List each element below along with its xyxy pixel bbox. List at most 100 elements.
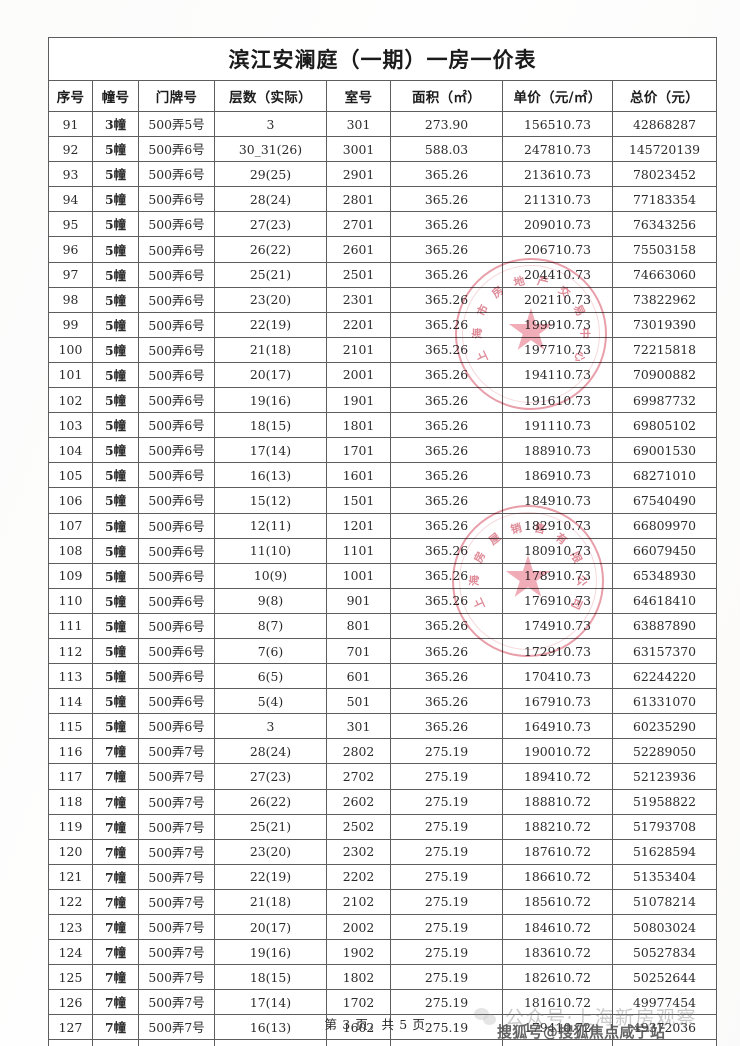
cell-area: 365.26: [390, 537, 503, 564]
cell-door-number: 500弄5号: [138, 110, 215, 138]
cell-door-number: 500弄7号: [138, 1039, 215, 1046]
cell-building: 3幢: [92, 110, 139, 138]
cell-index: 106: [48, 487, 93, 514]
cell-floor: 5(4): [214, 688, 327, 715]
cell-building: 5幢: [92, 311, 139, 338]
cell-index: 119: [48, 813, 93, 840]
cell-building: 5幢: [92, 412, 139, 439]
table-row: 101 5幢 500弄6号 20(17) 2001 365.26 194110.73 7090…: [48, 361, 717, 389]
table-row: 100 5幢 500弄6号 21(18) 2101 365.26 197710.73 7221…: [48, 336, 717, 363]
table-row: 117 7幢 500弄7号 27(23) 2702 275.19 189410.72 5212…: [48, 763, 717, 790]
cell-index: 91: [48, 110, 93, 138]
cell-index: 109: [48, 562, 93, 589]
cell-total-price: 48766618: [612, 1039, 717, 1046]
cell-door-number: 500弄6号: [138, 462, 215, 489]
cell-unit-price: 188810.72: [502, 788, 613, 815]
cell-unit-price: 184910.73: [502, 487, 613, 514]
cell-room-number: 901: [326, 587, 391, 614]
cell-area: 365.26: [390, 236, 503, 263]
cell-room-number: 2101: [326, 336, 391, 363]
cell-area: 365.26: [390, 612, 503, 639]
cell-area: 365.26: [390, 186, 503, 213]
cell-unit-price: 194110.73: [502, 361, 613, 389]
cell-total-price: 69805102: [612, 412, 717, 439]
cell-index: 125: [48, 964, 93, 991]
cell-room-number: 301: [326, 110, 391, 138]
cell-index: 112: [48, 637, 93, 665]
cell-index: 116: [48, 738, 93, 765]
cell-floor: 3: [214, 110, 327, 138]
cell-door-number: 500弄6号: [138, 537, 215, 564]
cell-total-price: 62244220: [612, 663, 717, 690]
table-row: 103 5幢 500弄6号 18(15) 1801 365.26 191110.73 6980…: [48, 412, 717, 439]
cell-unit-price: 211310.73: [502, 186, 613, 213]
cell-unit-price: 186610.72: [502, 863, 613, 890]
cell-door-number: 500弄6号: [138, 387, 215, 414]
cell-building: 7幢: [92, 863, 139, 890]
cell-area: 365.26: [390, 286, 503, 313]
cell-total-price: 68271010: [612, 462, 717, 489]
cell-area: 365.26: [390, 713, 503, 740]
cell-index: 98: [48, 286, 93, 313]
column-header: 单价（元/㎡）: [502, 80, 613, 112]
cell-index: 122: [48, 888, 93, 916]
cell-building: 5幢: [92, 161, 139, 188]
cell-index: 96: [48, 236, 93, 263]
price-table-body: 滨江安澜庭（一期）一房一价表 序号 幢号 门牌号 层数（实际） 室号 面积（㎡） 单价（元/…: [48, 37, 717, 1046]
cell-index: 93: [48, 161, 93, 188]
price-table: 滨江安澜庭（一期）一房一价表 序号 幢号 门牌号 层数（实际） 室号 面积（㎡） 单价（元/…: [48, 37, 717, 1046]
cell-unit-price: 190010.72: [502, 738, 613, 765]
table-row: 124 7幢 500弄7号 19(16) 1902 275.19 183610.72 5052…: [48, 939, 717, 966]
cell-floor: 27(23): [214, 211, 327, 238]
cell-area: 275.19: [390, 863, 503, 890]
cell-floor: 15(12): [214, 487, 327, 514]
cell-room-number: 2601: [326, 236, 391, 263]
cell-floor: 23(20): [214, 286, 327, 313]
cell-building: 7幢: [92, 788, 139, 815]
cell-door-number: 500弄6号: [138, 211, 215, 238]
cell-door-number: 500弄7号: [138, 913, 215, 941]
cell-unit-price: 184610.72: [502, 913, 613, 941]
cell-building: 7幢: [92, 989, 139, 1016]
cell-area: 275.19: [390, 1039, 503, 1046]
cell-room-number: 1701: [326, 437, 391, 464]
table-header-row: 序号 幢号 门牌号 层数（实际） 室号 面积（㎡） 单价（元/㎡） 总价（元）: [48, 80, 717, 112]
cell-floor: 22(19): [214, 863, 327, 890]
cell-door-number: 500弄6号: [138, 688, 215, 715]
cell-room-number: 2002: [326, 913, 391, 941]
cell-floor: 21(18): [214, 888, 327, 916]
cell-door-number: 500弄6号: [138, 437, 215, 464]
cell-area: 273.90: [390, 110, 503, 138]
cell-room-number: 2201: [326, 311, 391, 338]
table-row: 120 7幢 500弄7号 23(20) 2302 275.19 187610.72 5162…: [48, 838, 717, 865]
cell-area: 275.19: [390, 813, 503, 840]
cell-room-number: 2701: [326, 211, 391, 238]
cell-building: 7幢: [92, 1039, 139, 1046]
cell-total-price: 63157370: [612, 637, 717, 665]
cell-total-price: 52289050: [612, 738, 717, 765]
cell-building: 5幢: [92, 637, 139, 665]
cell-index: 105: [48, 462, 93, 489]
cell-index: 103: [48, 412, 93, 439]
cell-index: 102: [48, 387, 93, 414]
cell-building: 5幢: [92, 713, 139, 740]
cell-room-number: 2202: [326, 863, 391, 890]
cell-floor: 19(16): [214, 939, 327, 966]
cell-door-number: 500弄7号: [138, 863, 215, 890]
cell-area: 588.03: [390, 136, 503, 163]
cell-room-number: 2102: [326, 888, 391, 916]
cell-index: 92: [48, 136, 93, 163]
cell-room-number: 801: [326, 612, 391, 639]
cell-total-price: 51958822: [612, 788, 717, 815]
cell-area: 365.26: [390, 311, 503, 338]
cell-area: 365.26: [390, 663, 503, 690]
cell-total-price: 78023452: [612, 161, 717, 188]
cell-index: 99: [48, 311, 93, 338]
cell-unit-price: 188210.72: [502, 813, 613, 840]
cell-floor: 26(22): [214, 788, 327, 815]
cell-area: 365.26: [390, 487, 503, 514]
cell-total-price: 52123936: [612, 763, 717, 790]
cell-index: 104: [48, 437, 93, 464]
table-row: 105 5幢 500弄6号 16(13) 1601 365.26 186910.73 6827…: [48, 462, 717, 489]
